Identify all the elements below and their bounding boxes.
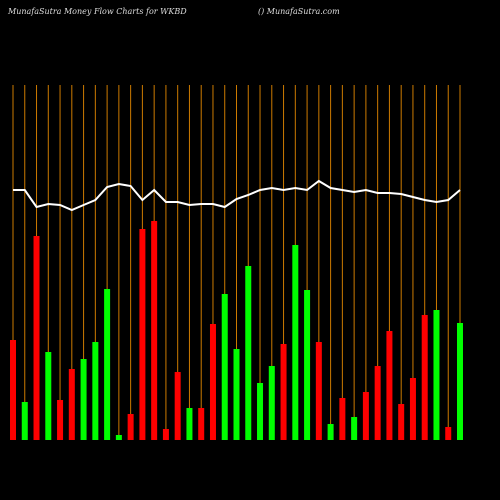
bar: [280, 344, 287, 440]
bar: [186, 408, 193, 440]
bar: [68, 369, 75, 440]
money-flow-line: [13, 179, 461, 212]
bar: [115, 435, 122, 440]
bar: [362, 392, 369, 440]
bar: [104, 289, 111, 440]
bar: [57, 400, 64, 440]
bar: [209, 324, 216, 440]
bar: [245, 266, 252, 440]
bar: [374, 366, 381, 440]
bar: [139, 229, 146, 440]
bar: [386, 331, 393, 440]
bar: [315, 342, 322, 440]
bar: [233, 349, 240, 440]
bar: [292, 245, 299, 440]
chart-subtitle: () MunafaSutra.com: [258, 7, 340, 16]
bar: [304, 290, 311, 440]
bar: [10, 340, 16, 440]
bar: [92, 342, 99, 440]
bar: [151, 221, 158, 440]
bar: [327, 424, 334, 440]
bar: [457, 323, 463, 440]
bar: [257, 383, 264, 440]
bar: [162, 429, 169, 440]
bar: [409, 378, 416, 440]
bar: [45, 352, 52, 440]
bar: [33, 236, 40, 440]
bar: [80, 359, 87, 440]
bar: [127, 414, 134, 440]
bar: [21, 402, 28, 440]
bar: [421, 315, 428, 440]
bar: [198, 408, 205, 440]
bar: [433, 310, 440, 440]
bar: [445, 427, 452, 440]
bar: [268, 366, 275, 440]
bar: [351, 417, 358, 440]
bar: [221, 294, 228, 440]
bar: [339, 398, 346, 440]
bar: [398, 404, 405, 440]
chart-title: MunafaSutra Money Flow Charts for WKBD: [7, 7, 187, 16]
bar: [174, 372, 181, 440]
